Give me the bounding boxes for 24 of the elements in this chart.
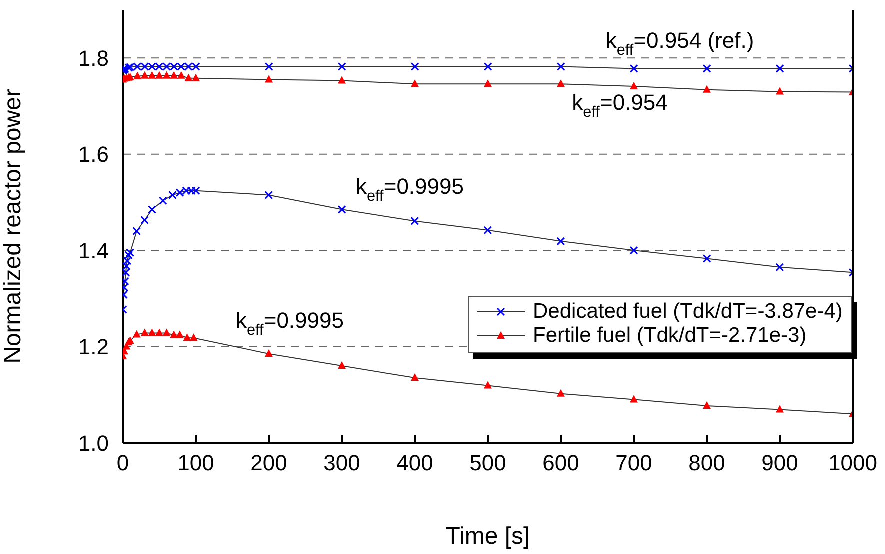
legend-label: Dedicated fuel (Tdk/dT=-3.87e-4)	[533, 300, 843, 324]
x-tick-label: 300	[324, 450, 360, 476]
y-tick-label: 1.6	[78, 142, 109, 168]
legend-label: Fertile fuel (Tdk/dT=-2.71e-3)	[533, 324, 807, 348]
y-tick-label: 1.8	[78, 46, 109, 71]
x-tick-label: 800	[688, 450, 726, 476]
x-tick-label: 700	[616, 450, 652, 476]
x-axis-title: Time [s]	[446, 523, 530, 550]
annotation: k$_{eff}$=0.954	[572, 90, 668, 121]
y-tick-label: 1.4	[78, 238, 109, 264]
y-tick-label: 1.2	[78, 334, 109, 360]
annotation: k$_{eff}$=0.9995	[236, 308, 344, 339]
x-tick-label: 600	[542, 450, 580, 476]
annotation: k$_{eff}$=0.9995	[356, 174, 464, 205]
x-tick-label: 400	[396, 450, 434, 476]
x-tick-label: 100	[178, 450, 214, 476]
x-tick-label: 500	[470, 450, 506, 476]
x-tick-label: 900	[762, 450, 798, 476]
y-axis-title: Normalized reactor power	[0, 89, 27, 364]
x-tick-label: 200	[250, 450, 288, 476]
x-tick-label: 1000	[828, 450, 878, 476]
x-tick-label: 0	[116, 450, 130, 476]
y-tick-label: 1.0	[78, 430, 109, 456]
annotation: k$_{eff}$=0.954 (ref.)	[606, 28, 754, 59]
